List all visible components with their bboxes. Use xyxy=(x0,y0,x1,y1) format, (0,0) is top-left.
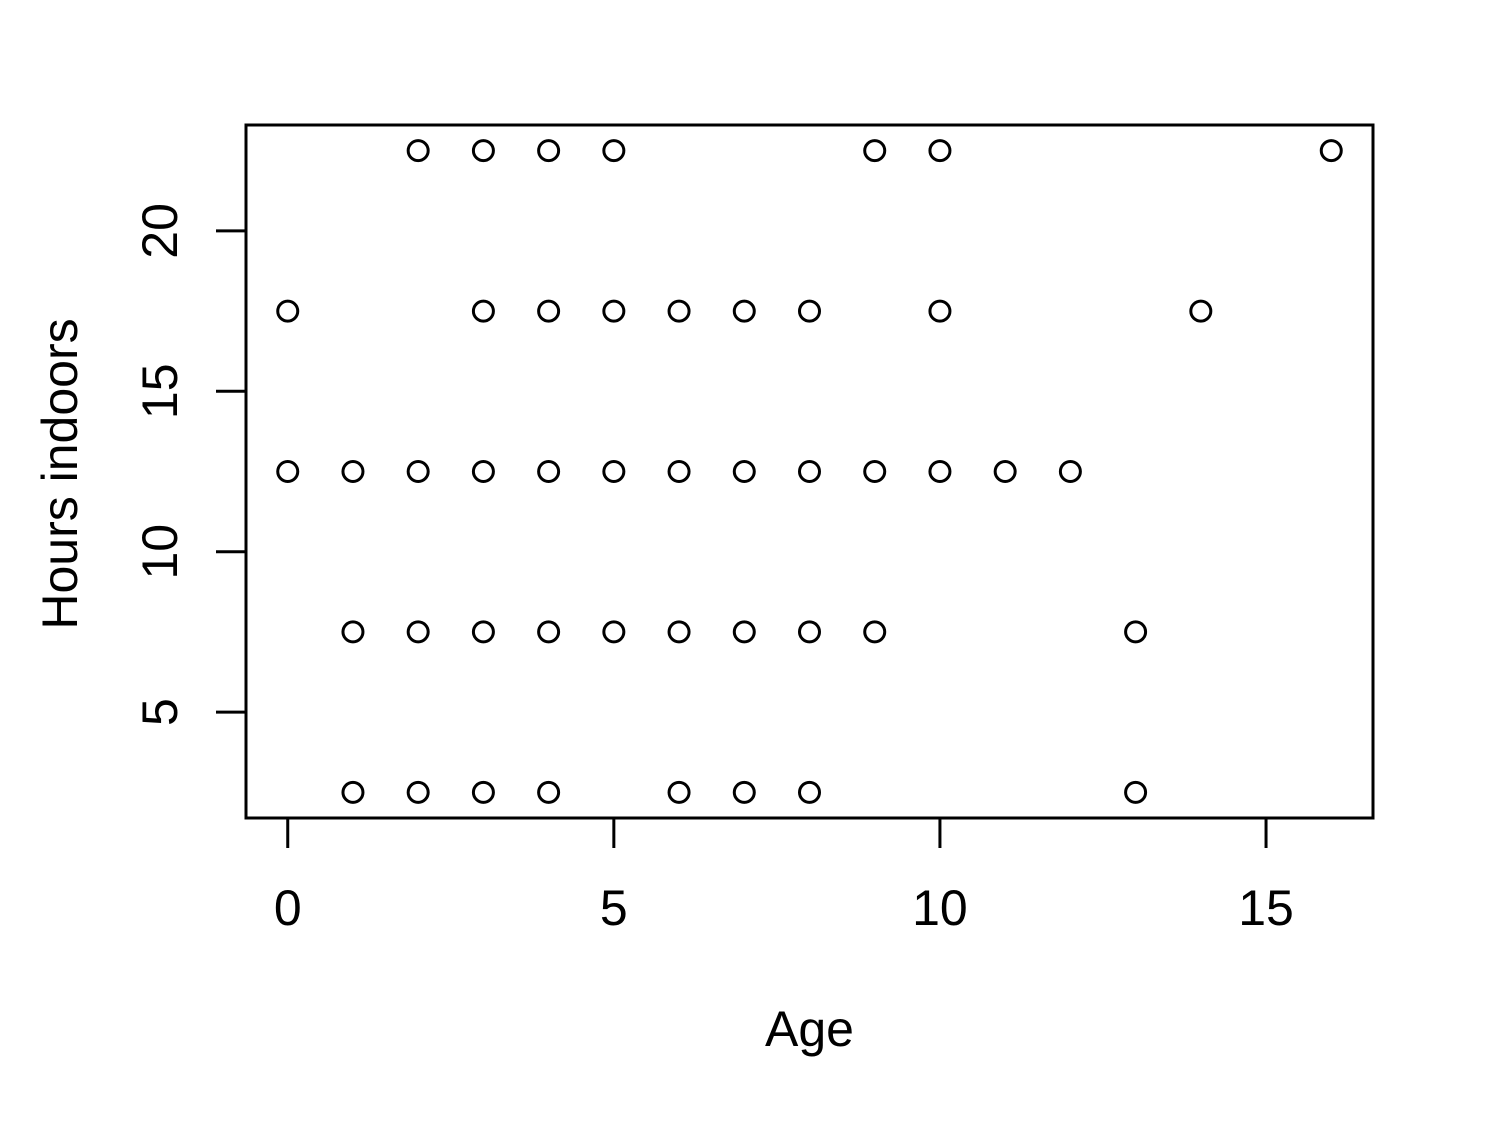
data-point xyxy=(341,620,365,644)
data-point xyxy=(667,460,691,483)
data-point xyxy=(471,780,495,804)
data-point xyxy=(732,460,756,483)
data-point xyxy=(1124,780,1148,804)
data-point xyxy=(667,780,691,804)
data-point xyxy=(341,460,365,483)
data-point xyxy=(863,460,887,483)
data-point xyxy=(667,620,691,644)
data-points-layer xyxy=(276,139,1343,804)
data-point xyxy=(276,460,300,483)
data-point xyxy=(602,139,626,163)
data-point xyxy=(798,780,821,804)
data-point xyxy=(406,620,430,644)
x-tick-label: 0 xyxy=(274,880,302,936)
data-point xyxy=(471,139,495,163)
x-tick-label: 15 xyxy=(1238,880,1294,936)
x-tick-label: 10 xyxy=(912,880,968,936)
axes-layer: 0 5 10 15 5 10 15 20 xyxy=(132,123,1375,936)
data-point xyxy=(928,460,952,483)
data-point xyxy=(537,460,561,483)
data-point xyxy=(732,780,756,804)
data-point xyxy=(798,299,821,323)
data-point xyxy=(471,620,495,644)
data-point xyxy=(537,780,561,804)
y-tick-label: 20 xyxy=(132,203,188,259)
data-point xyxy=(993,460,1017,483)
y-tick-label: 15 xyxy=(132,363,188,419)
data-point xyxy=(406,139,430,163)
data-point xyxy=(798,620,821,644)
data-point xyxy=(406,780,430,804)
data-point xyxy=(471,299,495,323)
data-point xyxy=(1058,460,1082,483)
data-point xyxy=(1189,299,1213,323)
plot-border xyxy=(244,123,1375,820)
data-point xyxy=(732,620,756,644)
data-point xyxy=(798,460,821,483)
data-point xyxy=(1319,139,1343,163)
y-tick-label: 10 xyxy=(132,524,188,580)
data-point xyxy=(341,780,365,804)
data-point xyxy=(732,299,756,323)
data-point xyxy=(928,299,952,323)
data-point xyxy=(602,620,626,644)
x-axis-title: Age xyxy=(765,1001,854,1057)
y-axis-title: Hours indoors xyxy=(32,318,88,629)
data-point xyxy=(602,460,626,483)
data-point xyxy=(667,299,691,323)
y-tick-label: 5 xyxy=(132,698,188,726)
data-point xyxy=(1124,620,1148,644)
data-point xyxy=(471,460,495,483)
data-point xyxy=(276,299,300,323)
data-point xyxy=(406,460,430,483)
data-point xyxy=(537,620,561,644)
x-tick-label: 5 xyxy=(600,880,628,936)
data-point xyxy=(863,620,887,644)
data-point xyxy=(928,139,952,163)
data-point xyxy=(537,139,561,163)
data-point xyxy=(602,299,626,323)
data-point xyxy=(537,299,561,323)
data-point xyxy=(863,139,887,163)
